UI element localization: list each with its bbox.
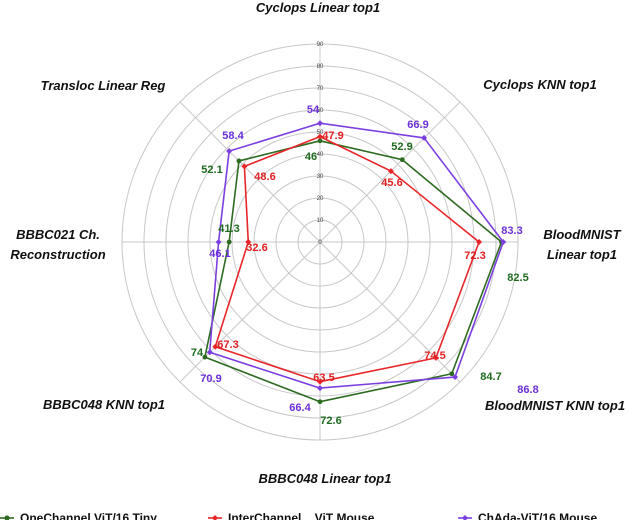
data-point xyxy=(206,349,213,356)
data-label: 86.8 xyxy=(517,384,538,396)
tick-label: 10 xyxy=(317,218,324,224)
tick-label: 70 xyxy=(317,86,324,92)
data-label: 66.9 xyxy=(407,119,428,131)
axis-labels: Cyclops Linear top1 Cyclops KNN top1 Blood… xyxy=(10,0,625,486)
data-point xyxy=(317,378,323,385)
series-1 xyxy=(212,133,483,385)
data-point xyxy=(317,138,323,144)
legend-item: OneChannel ViT/16 Tiny xyxy=(0,511,157,520)
axis-label: BBBC048 Linear top1 xyxy=(259,471,392,486)
series-2 xyxy=(206,120,507,392)
axis-label: Cyclops KNN top1 xyxy=(483,77,596,92)
data-label: 58.4 xyxy=(222,130,244,142)
legend-marker xyxy=(212,515,218,520)
axis-label: BloodMNIST Linear top1 xyxy=(543,227,621,262)
data-point xyxy=(236,158,242,164)
data-label: 72.6 xyxy=(320,415,341,427)
tick-label: 40 xyxy=(317,152,324,158)
data-label: 41.3 xyxy=(218,223,239,235)
legend-item: InterChannel... ViT Mouse... xyxy=(208,511,384,520)
data-point xyxy=(317,385,323,392)
axis-spoke xyxy=(179,241,321,383)
data-label: 46 xyxy=(305,151,317,163)
data-point xyxy=(212,343,219,350)
data-point xyxy=(202,354,208,360)
data-point xyxy=(432,354,439,361)
data-point xyxy=(399,157,405,163)
tick-label: 30 xyxy=(317,174,324,180)
data-label: 45.6 xyxy=(381,177,402,189)
data-point xyxy=(245,239,252,245)
data-label: 66.4 xyxy=(289,402,311,414)
data-point xyxy=(317,399,323,405)
data-label: 70.9 xyxy=(200,373,221,385)
tick-label: 20 xyxy=(317,196,324,202)
tick-label: 80 xyxy=(317,64,324,70)
legend-label: ChAda-ViT/16 Mouse... xyxy=(478,511,607,520)
axis-spoke xyxy=(179,101,321,243)
data-label: 72.3 xyxy=(464,250,485,262)
data-point xyxy=(421,134,428,141)
data-point xyxy=(241,163,248,170)
data-label: 54 xyxy=(307,104,320,116)
data-label: 52.9 xyxy=(391,141,412,153)
data-point xyxy=(317,133,323,140)
axis-label: Cyclops Linear top1 xyxy=(256,0,380,15)
data-label: 48.6 xyxy=(254,171,275,183)
data-label: 84.7 xyxy=(480,371,501,383)
data-point xyxy=(215,239,222,245)
axis-label: BBBC048 KNN top1 xyxy=(43,397,165,412)
data-point xyxy=(226,239,232,245)
data-label: 63.5 xyxy=(313,372,334,384)
data-label: 74.5 xyxy=(424,350,445,362)
data-label: 83.3 xyxy=(501,225,522,237)
tick-label: 0 xyxy=(318,240,322,246)
data-point xyxy=(449,371,455,377)
data-label: 82.5 xyxy=(507,272,528,284)
data-label: 47.9 xyxy=(322,130,343,142)
axis-label: BBBC021 Ch. Reconstruction xyxy=(10,227,105,262)
legend: OneChannel ViT/16 Tiny InterChannel... Vi… xyxy=(0,511,607,520)
radial-ticks: 0 10 20 30 40 50 60 70 80 90 xyxy=(317,42,324,246)
tick-label: 60 xyxy=(317,108,324,114)
data-point xyxy=(226,148,233,155)
data-label: 46.1 xyxy=(209,248,230,260)
data-point xyxy=(452,374,459,381)
axis-label: BloodMNIST KNN top1 xyxy=(485,398,625,413)
legend-item: ChAda-ViT/16 Mouse... xyxy=(458,511,607,520)
data-point xyxy=(387,168,394,175)
tick-label: 90 xyxy=(317,42,324,48)
data-point xyxy=(317,120,323,127)
radar-series xyxy=(202,120,507,405)
data-label: 32.6 xyxy=(246,242,267,254)
legend-marker xyxy=(4,515,10,520)
axis-label: Transloc Linear Reg xyxy=(41,78,166,93)
data-label: 67.3 xyxy=(217,339,238,351)
data-point xyxy=(500,239,507,245)
legend-label: InterChannel... ViT Mouse... xyxy=(228,511,384,520)
tick-label: 50 xyxy=(317,130,324,136)
data-label: 74 xyxy=(191,347,204,359)
value-labels: 46 52.9 82.5 84.7 72.6 74 41.3 52.1 47.9 45.6 72.3… xyxy=(191,104,539,427)
legend-label: OneChannel ViT/16 Tiny xyxy=(20,511,157,520)
data-point xyxy=(476,239,483,245)
data-label: 52.1 xyxy=(201,164,222,176)
legend-marker xyxy=(462,515,468,520)
